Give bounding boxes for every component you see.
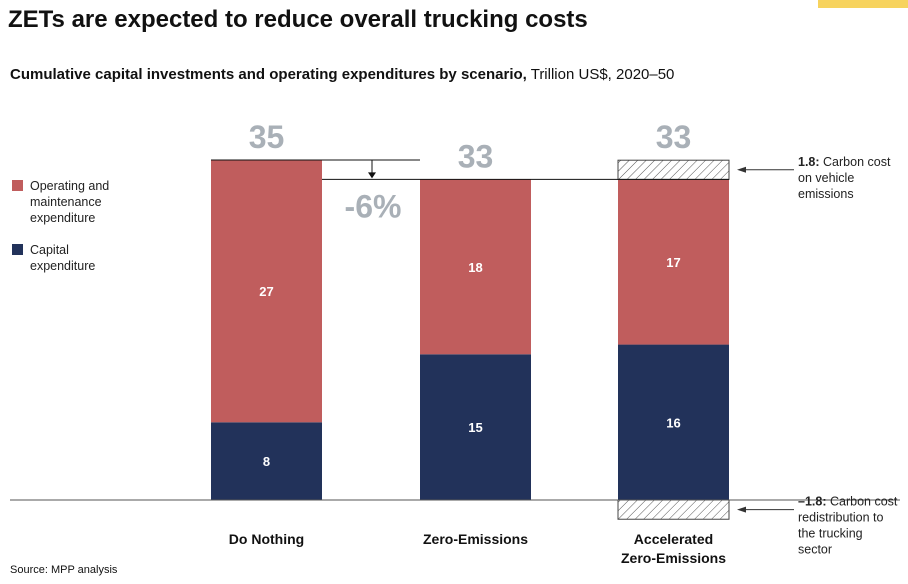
- bar-opex: [618, 179, 729, 345]
- x-tick-label: Do Nothing: [229, 531, 304, 547]
- data-label: 15: [468, 420, 482, 435]
- data-label: 18: [468, 260, 482, 275]
- change-label: -6%: [345, 188, 402, 224]
- bar-carbon-redistribution: [617, 499, 730, 520]
- data-label: 17: [666, 255, 680, 270]
- bar-carbon-cost: [617, 159, 730, 180]
- legend-line: maintenance: [30, 195, 102, 209]
- annotation-value: –1.8:: [798, 495, 827, 509]
- data-label: 16: [666, 415, 680, 430]
- total-label: 33: [656, 119, 692, 155]
- source-note: Source: MPP analysis: [10, 564, 118, 576]
- annotation-line: emissions: [798, 187, 854, 201]
- legend-line: expenditure: [30, 259, 96, 273]
- annotation-arrow-head: [737, 166, 746, 173]
- legend-label-capex: Capital expenditure: [12, 242, 140, 274]
- legend-line: Capital: [30, 243, 69, 257]
- chart-subtitle: Cumulative capital investments and opera…: [10, 66, 674, 83]
- legend-line: Operating and: [30, 179, 110, 193]
- data-label: 27: [259, 284, 273, 299]
- x-tick-label: Zero-Emissions: [621, 550, 726, 566]
- total-label: 35: [249, 119, 285, 155]
- annotation-line: on vehicle: [798, 171, 854, 185]
- annotation-text: on vehicle: [798, 171, 854, 185]
- annotation-line: Carbon cost: [827, 495, 898, 509]
- accent-bar: [818, 0, 908, 8]
- bar-capex: [211, 422, 322, 500]
- x-tick-label: Accelerated: [634, 531, 713, 547]
- annotation-text: the trucking: [798, 527, 863, 541]
- x-tick-label: Zero-Emissions: [423, 531, 528, 547]
- annotation-line: Carbon cost: [820, 155, 891, 169]
- annotation-arrow-head: [737, 506, 746, 513]
- annotation-text: 1.8: Carbon cost: [798, 155, 891, 169]
- legend-swatch-opex: [12, 180, 23, 191]
- annotation-line: the trucking: [798, 527, 863, 541]
- annotation-text: emissions: [798, 187, 854, 201]
- change-arrow-head: [368, 172, 376, 179]
- annotation-line: redistribution to: [798, 511, 884, 525]
- bar-capex: [420, 354, 531, 500]
- legend-item-opex: Operating and maintenance expenditure: [12, 178, 140, 226]
- legend-label-opex: Operating and maintenance expenditure: [12, 178, 140, 226]
- legend-line: expenditure: [30, 211, 96, 225]
- annotation-line: sector: [798, 543, 832, 557]
- annotation-text: –1.8: Carbon cost: [798, 495, 898, 509]
- bar-opex: [211, 160, 322, 423]
- annotation-text: sector: [798, 543, 832, 557]
- annotation-value: 1.8:: [798, 155, 820, 169]
- data-label: 8: [263, 454, 270, 469]
- chart-title: ZETs are expected to reduce overall truc…: [8, 6, 588, 33]
- bar-opex: [420, 179, 531, 355]
- legend-item-capex: Capital expenditure: [12, 242, 140, 274]
- subtitle-bold: Cumulative capital investments and opera…: [10, 66, 527, 83]
- annotation-text: redistribution to: [798, 511, 884, 525]
- total-label: 33: [458, 138, 494, 174]
- bar-capex: [618, 344, 729, 500]
- legend-swatch-capex: [12, 244, 23, 255]
- subtitle-units: Trillion US$, 2020–50: [526, 66, 675, 83]
